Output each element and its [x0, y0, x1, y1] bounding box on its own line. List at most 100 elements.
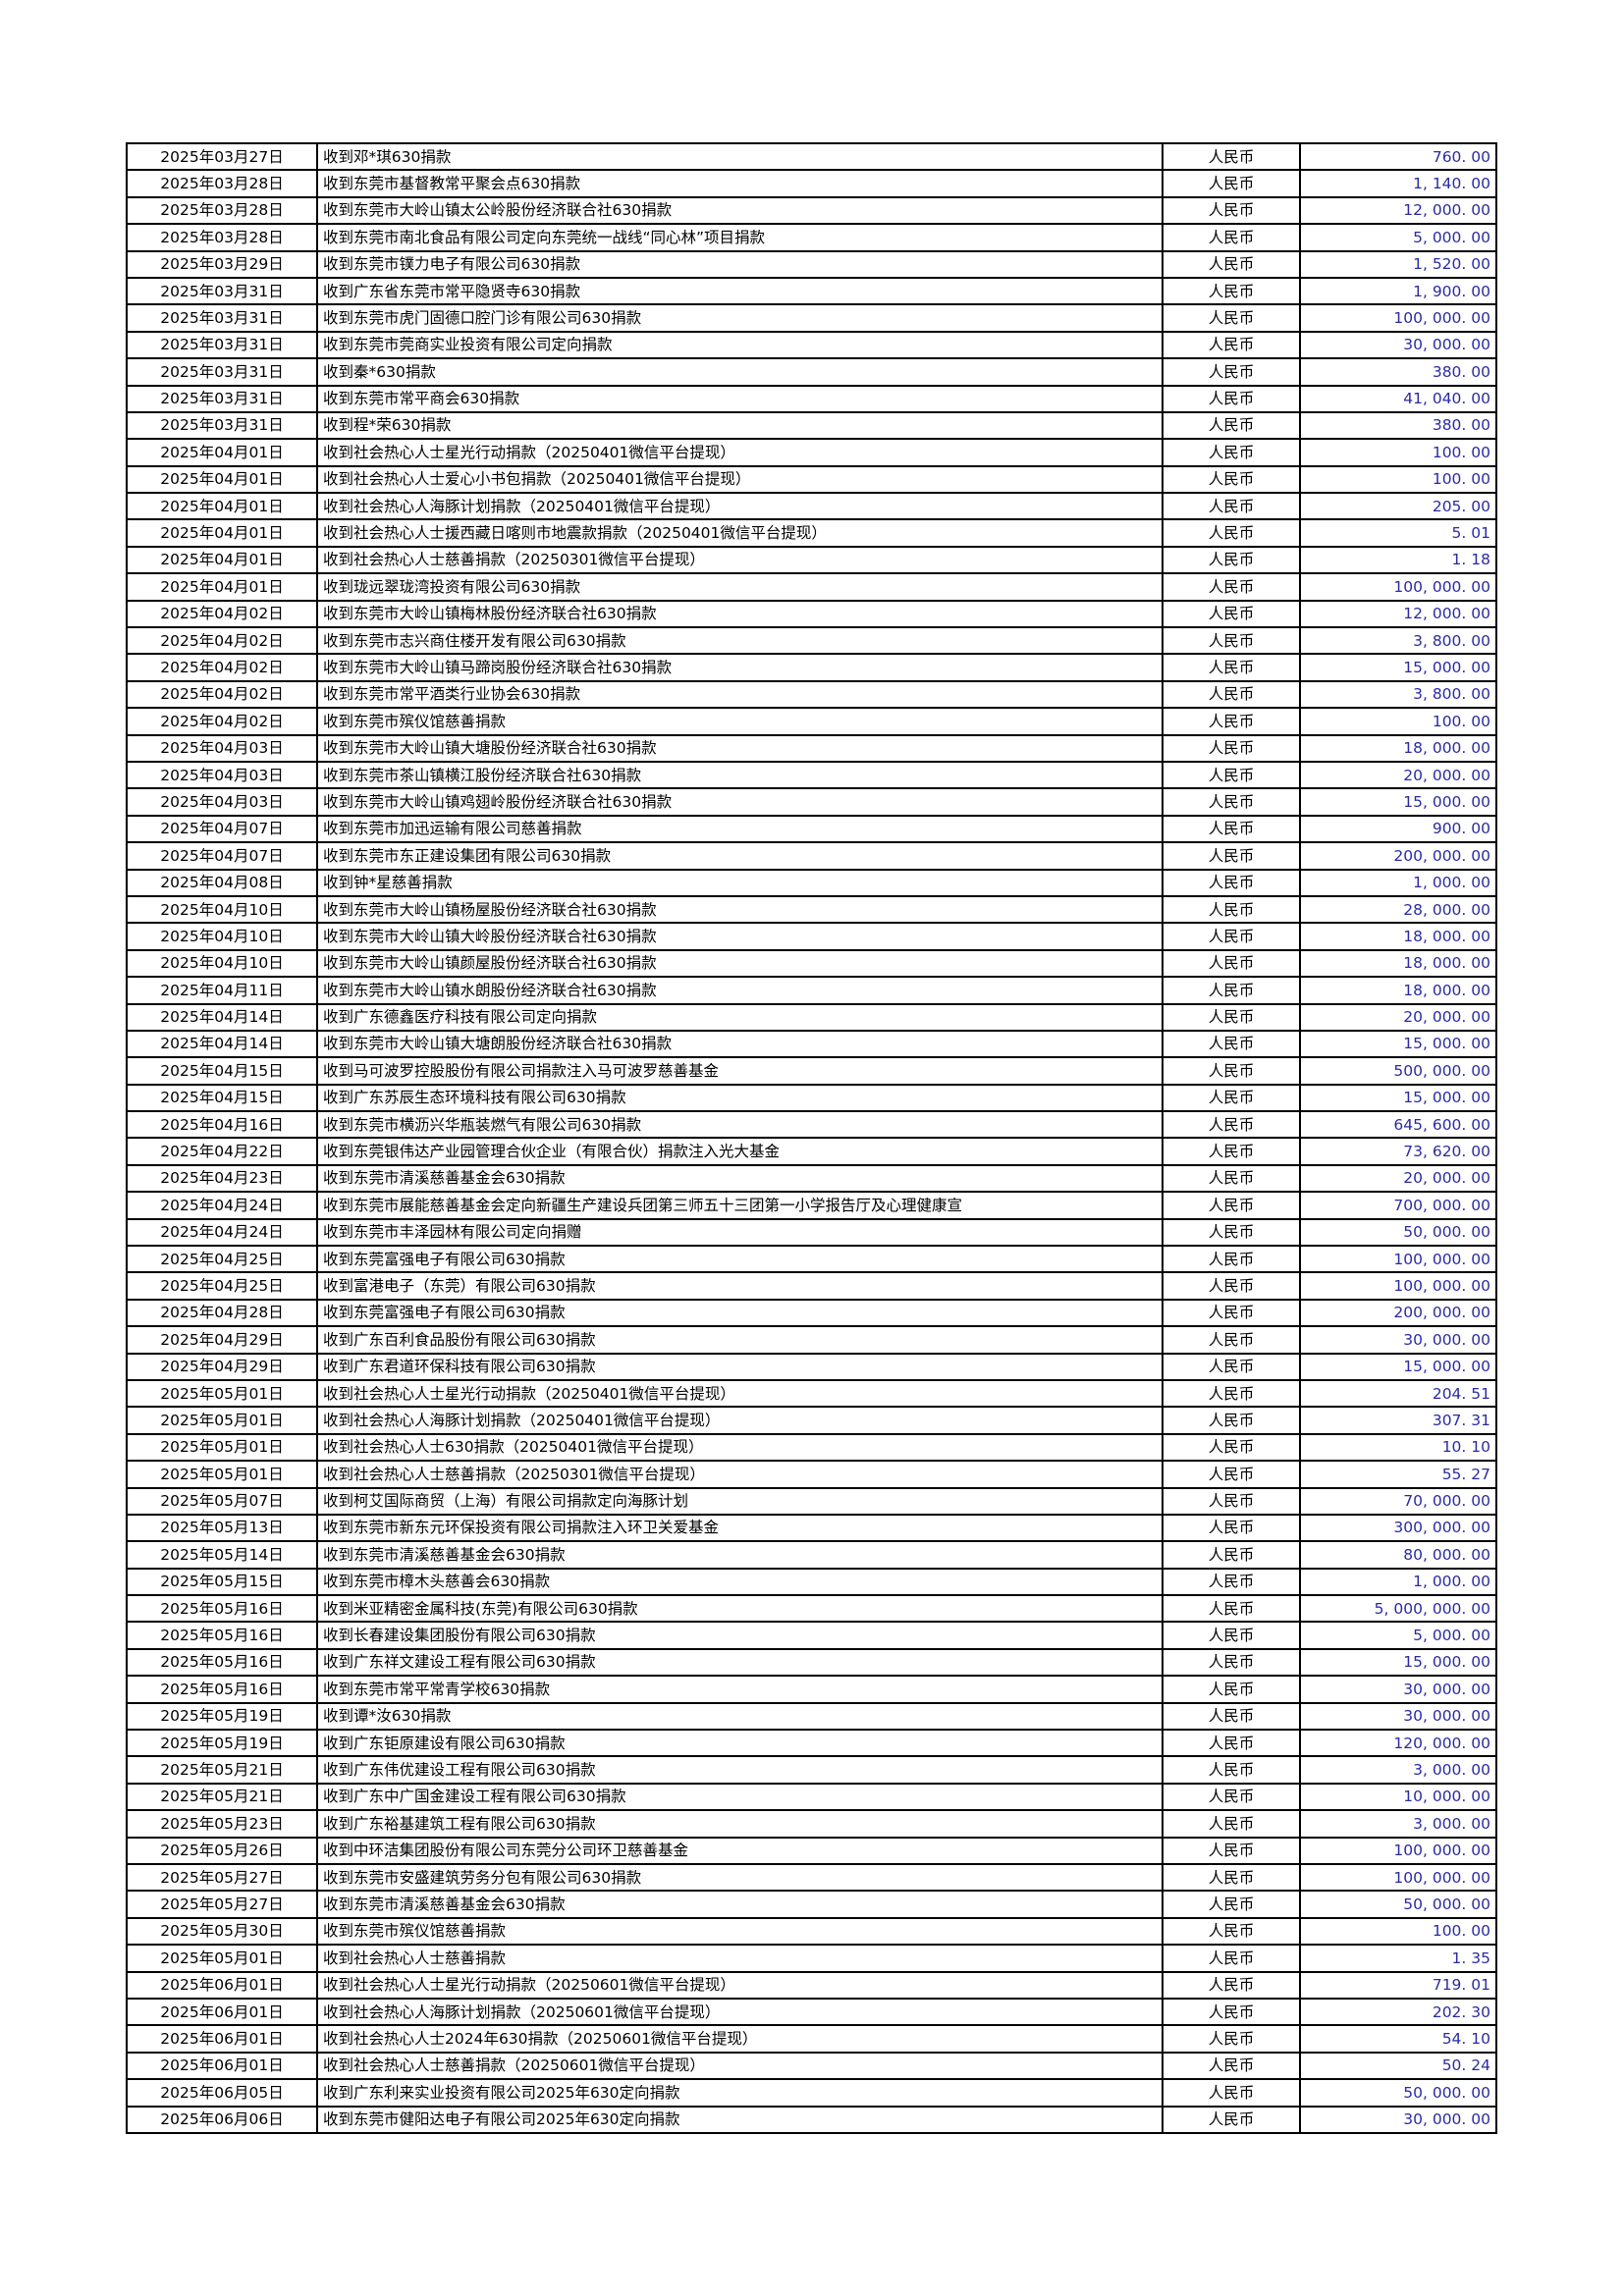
currency-cell: 人民币	[1162, 626, 1301, 656]
currency-cell: 人民币	[1162, 410, 1301, 441]
ledger-sheet: 2025年03月27日 收到邓*琪630捐款 人民币 760. 00 2025年03月2…	[126, 141, 1497, 2134]
description-cell: 收到东莞市清溪慈善基金会630捐款	[316, 1163, 1164, 1194]
date-cell: 2025年05月01日	[126, 1460, 318, 1489]
date-cell: 2025年05月15日	[126, 1567, 318, 1597]
table-row: 2025年04月02日 收到东莞市大岭山镇马蹄岗股份经济联合社630捐款 人民币 15…	[126, 653, 1497, 682]
description-cell: 收到东莞市大岭山镇颜屋股份经济联合社630捐款	[316, 948, 1164, 979]
date-cell: 2025年03月31日	[126, 303, 318, 333]
table-row: 2025年04月07日 收到东莞市东正建设集团有限公司630捐款 人民币 200, 0…	[126, 841, 1497, 871]
table-row: 2025年06月05日 收到广东利来实业投资有限公司2025年630定向捐款 人民币…	[126, 2078, 1497, 2108]
currency-cell: 人民币	[1162, 330, 1301, 360]
amount-cell: 70, 000. 00	[1299, 1486, 1497, 1516]
currency-cell: 人民币	[1162, 1862, 1301, 1893]
date-cell: 2025年04月02日	[126, 707, 318, 736]
table-row: 2025年06月01日 收到社会热心人士星光行动捐款（20250601微信平台提现…	[126, 1970, 1497, 2000]
description-cell: 收到广东百利食品股份有限公司630捐款	[316, 1325, 1164, 1355]
amount-cell: 100, 000. 00	[1299, 1836, 1497, 1866]
description-cell: 收到东莞市樟木头慈善会630捐款	[316, 1567, 1164, 1597]
table-row: 2025年04月03日 收到东莞市大岭山镇鸡翅岭股份经济联合社630捐款 人民币 15…	[126, 787, 1497, 817]
table-row: 2025年04月14日 收到东莞市大岭山镇大塘朗股份经济联合社630捐款 人民币 15…	[126, 1029, 1497, 1059]
amount-cell: 15, 000. 00	[1299, 1029, 1497, 1059]
amount-cell: 18, 000. 00	[1299, 976, 1497, 1005]
date-cell: 2025年03月27日	[126, 141, 318, 172]
amount-cell: 380. 00	[1299, 357, 1497, 387]
currency-cell: 人民币	[1162, 787, 1301, 817]
date-cell: 2025年04月24日	[126, 1217, 318, 1248]
date-cell: 2025年04月02日	[126, 599, 318, 629]
description-cell: 收到东莞市大岭山镇鸡翅岭股份经济联合社630捐款	[316, 787, 1164, 817]
table-row: 2025年04月08日 收到钟*星慈善捐款 人民币 1, 000. 00	[126, 868, 1497, 897]
date-cell: 2025年04月29日	[126, 1352, 318, 1381]
description-cell: 收到邓*琪630捐款	[316, 141, 1164, 172]
amount-cell: 30, 000. 00	[1299, 1675, 1497, 1704]
amount-cell: 5, 000, 000. 00	[1299, 1594, 1497, 1624]
amount-cell: 100, 000. 00	[1299, 1245, 1497, 1274]
date-cell: 2025年05月21日	[126, 1755, 318, 1785]
description-cell: 收到广东祥文建设工程有限公司630捐款	[316, 1647, 1164, 1678]
currency-cell: 人民币	[1162, 1271, 1301, 1301]
description-cell: 收到广东裕基建筑工程有限公司630捐款	[316, 1809, 1164, 1839]
date-cell: 2025年04月22日	[126, 1137, 318, 1166]
amount-cell: 3, 000. 00	[1299, 1755, 1497, 1785]
table-row: 2025年04月23日 收到东莞市清溪慈善基金会630捐款 人民币 20, 000. …	[126, 1163, 1497, 1194]
currency-cell: 人民币	[1162, 2024, 1301, 2054]
date-cell: 2025年05月27日	[126, 1890, 318, 1919]
table-row: 2025年05月27日 收到东莞市清溪慈善基金会630捐款 人民币 50, 000. …	[126, 1890, 1497, 1919]
currency-cell: 人民币	[1162, 223, 1301, 252]
table-row: 2025年05月27日 收到东莞市安盛建筑劳务分包有限公司630捐款 人民币 100,…	[126, 1862, 1497, 1893]
amount-cell: 307. 31	[1299, 1406, 1497, 1435]
amount-cell: 300, 000. 00	[1299, 1513, 1497, 1543]
table-row: 2025年05月13日 收到东莞市新东元环保投资有限公司捐款注入环卫关爱基金 人民币…	[126, 1513, 1497, 1543]
description-cell: 收到东莞市大岭山镇杨屋股份经济联合社630捐款	[316, 894, 1164, 925]
amount-cell: 54. 10	[1299, 2024, 1497, 2054]
table-row: 2025年04月01日 收到社会热心人士慈善捐款（20250301微信平台提现）人…	[126, 545, 1497, 575]
date-cell: 2025年05月01日	[126, 1378, 318, 1409]
date-cell: 2025年03月28日	[126, 169, 318, 198]
amount-cell: 100. 00	[1299, 438, 1497, 467]
currency-cell: 人民币	[1162, 169, 1301, 198]
currency-cell: 人民币	[1162, 2051, 1301, 2081]
currency-cell: 人民币	[1162, 1432, 1301, 1463]
currency-cell: 人民币	[1162, 599, 1301, 629]
amount-cell: 700, 000. 00	[1299, 1191, 1497, 1220]
currency-cell: 人民币	[1162, 1755, 1301, 1785]
amount-cell: 15, 000. 00	[1299, 653, 1497, 682]
table-row: 2025年05月19日 收到广东钜原建设有限公司630捐款 人民币 120, 000.…	[126, 1729, 1497, 1758]
date-cell: 2025年05月01日	[126, 1406, 318, 1435]
date-cell: 2025年05月19日	[126, 1729, 318, 1758]
currency-cell: 人民币	[1162, 1836, 1301, 1866]
amount-cell: 100. 00	[1299, 1916, 1497, 1947]
currency-cell: 人民币	[1162, 1056, 1301, 1086]
currency-cell: 人民币	[1162, 1137, 1301, 1166]
description-cell: 收到广东钜原建设有限公司630捐款	[316, 1729, 1164, 1758]
currency-cell: 人民币	[1162, 1675, 1301, 1704]
date-cell: 2025年04月03日	[126, 760, 318, 790]
amount-cell: 30, 000. 00	[1299, 1325, 1497, 1355]
amount-cell: 900. 00	[1299, 814, 1497, 844]
date-cell: 2025年06月01日	[126, 2051, 318, 2081]
amount-cell: 100, 000. 00	[1299, 1862, 1497, 1893]
date-cell: 2025年04月01日	[126, 464, 318, 495]
description-cell: 收到社会热心人海豚计划捐款（20250601微信平台提现）	[316, 1997, 1164, 2027]
table-row: 2025年03月31日 收到东莞市莞商实业投资有限公司定向捐款 人民币 30, 000…	[126, 330, 1497, 360]
currency-cell: 人民币	[1162, 1729, 1301, 1758]
description-cell: 收到东莞市东正建设集团有限公司630捐款	[316, 841, 1164, 871]
table-row: 2025年04月22日 收到东莞银伟达产业园管理合伙企业（有限合伙）捐款注入光大基…	[126, 1137, 1497, 1166]
currency-cell: 人民币	[1162, 1809, 1301, 1839]
date-cell: 2025年04月02日	[126, 653, 318, 682]
currency-cell: 人民币	[1162, 1782, 1301, 1812]
table-row: 2025年05月01日 收到社会热心人士慈善捐款 人民币 1. 35	[126, 1944, 1497, 1973]
description-cell: 收到东莞市镤力电子有限公司630捐款	[316, 249, 1164, 279]
amount-cell: 20, 000. 00	[1299, 1002, 1497, 1032]
currency-cell: 人民币	[1162, 303, 1301, 333]
table-row: 2025年03月28日 收到东莞市南北食品有限公司定向东莞统一战线“同心林”项目捐…	[126, 223, 1497, 252]
date-cell: 2025年04月01日	[126, 492, 318, 521]
date-cell: 2025年03月31日	[126, 384, 318, 413]
description-cell: 收到广东苏辰生态环境科技有限公司630捐款	[316, 1083, 1164, 1113]
description-cell: 收到东莞市基督教常平聚会点630捐款	[316, 169, 1164, 198]
currency-cell: 人民币	[1162, 707, 1301, 736]
table-row: 2025年05月26日 收到中环洁集团股份有限公司东莞分公司环卫慈善基金 人民币 10…	[126, 1836, 1497, 1866]
description-cell: 收到东莞市志兴商住楼开发有限公司630捐款	[316, 626, 1164, 656]
currency-cell: 人民币	[1162, 1083, 1301, 1113]
description-cell: 收到东莞市南北食品有限公司定向东莞统一战线“同心林”项目捐款	[316, 223, 1164, 252]
